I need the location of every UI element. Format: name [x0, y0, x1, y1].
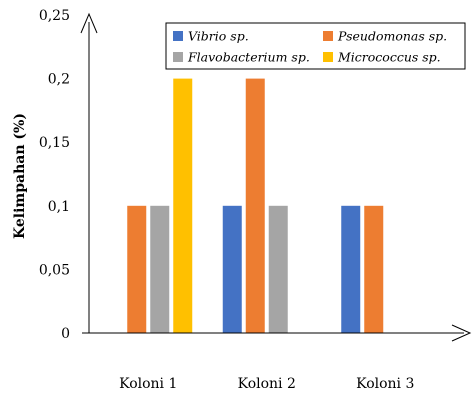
- legend-swatch: [173, 52, 183, 62]
- legend-swatch: [323, 31, 333, 41]
- y-tick-label: 0,2: [48, 72, 70, 88]
- bar: [222, 205, 242, 333]
- legend-swatch: [323, 52, 333, 62]
- x-tick-label: Koloni 3: [356, 376, 414, 392]
- x-tick-labels: Koloni 1 Koloni 2 Koloni 3: [119, 376, 414, 392]
- legend-items: Vibrio sp. Pseudomonas sp. Flavobacterium …: [173, 29, 447, 65]
- y-tick-label: 0,25: [39, 8, 70, 24]
- legend-label: Vibrio sp.: [188, 29, 249, 44]
- y-axis-arrow: [80, 12, 98, 34]
- x-axis-arrow: [451, 324, 472, 342]
- y-tick-label: 0,1: [48, 199, 70, 215]
- bar: [245, 78, 265, 333]
- legend-box: [165, 22, 466, 70]
- y-tick-label: 0,05: [39, 262, 70, 278]
- bars-group: [127, 78, 384, 333]
- y-tick-label: 0: [61, 326, 70, 342]
- legend-label: Pseudomonas sp.: [337, 29, 447, 44]
- legend-swatch: [173, 31, 183, 41]
- bar: [150, 205, 170, 333]
- y-tick-label: 0,15: [39, 135, 70, 151]
- legend-label: Micrococcus sp.: [337, 50, 441, 65]
- bar: [173, 78, 193, 333]
- x-tick-label: Koloni 1: [119, 376, 177, 392]
- bar: [268, 205, 288, 333]
- legend: Vibrio sp. Pseudomonas sp. Flavobacterium …: [165, 22, 466, 70]
- y-tick-labels: 0 0,05 0,1 0,15 0,2 0,25: [39, 8, 70, 342]
- bar: [364, 205, 384, 333]
- bar: [127, 205, 147, 333]
- bar: [341, 205, 361, 333]
- axes-group: [80, 12, 472, 342]
- y-axis-label: Kelimpahan (%): [12, 113, 28, 239]
- x-tick-label: Koloni 2: [238, 376, 296, 392]
- legend-label: Flavobacterium sp.: [187, 50, 310, 65]
